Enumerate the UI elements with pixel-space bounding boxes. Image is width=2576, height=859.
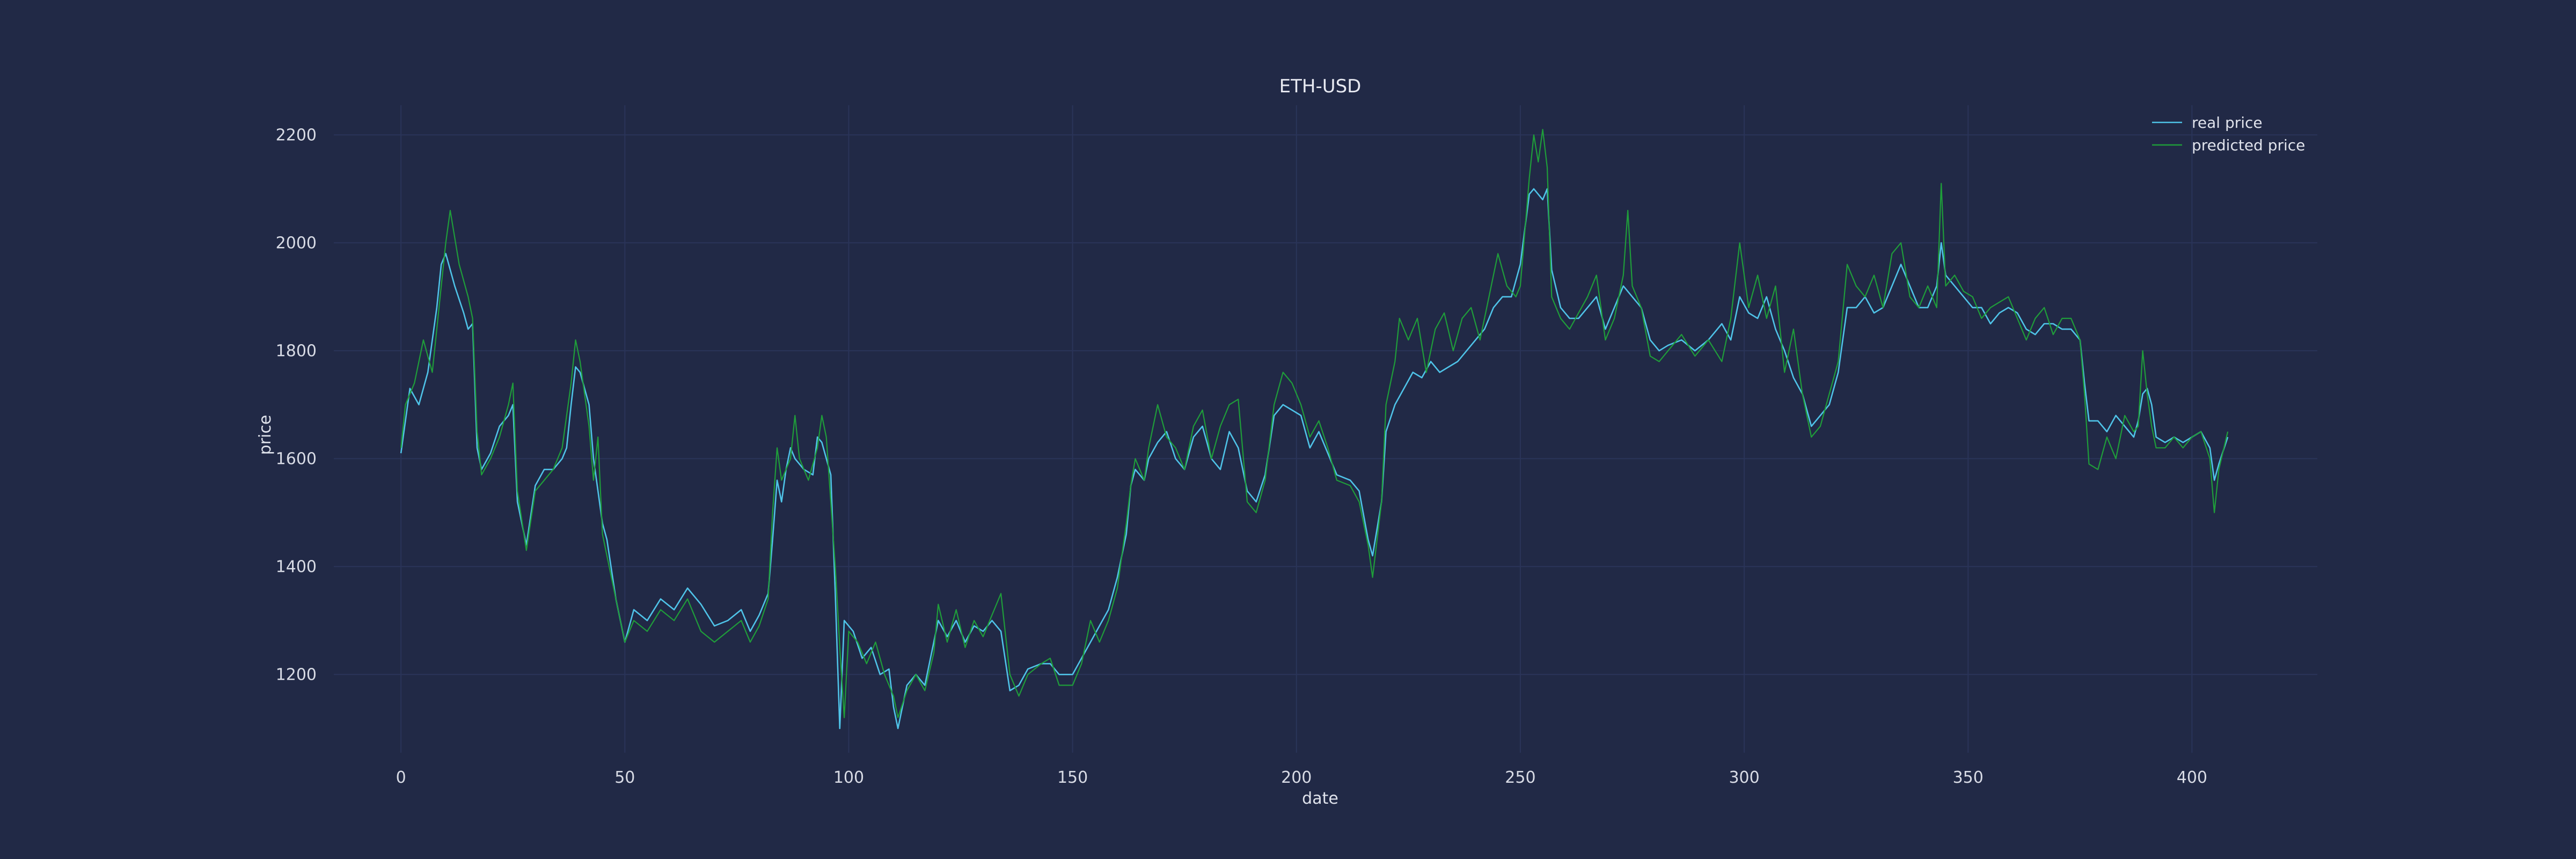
y-tick-label: 1400 bbox=[276, 557, 317, 576]
grid bbox=[334, 105, 2317, 753]
series-line-real-price bbox=[400, 188, 2229, 730]
x-tick-label: 200 bbox=[1281, 768, 1312, 787]
x-axis-label: date bbox=[1302, 789, 1338, 808]
x-tick-label: 50 bbox=[614, 768, 635, 787]
y-tick-label: 1800 bbox=[276, 341, 317, 360]
legend: real price predicted price bbox=[2152, 114, 2305, 154]
x-tick-label: 400 bbox=[2177, 768, 2207, 787]
plot-area bbox=[400, 129, 2229, 730]
series-line-predicted-price bbox=[400, 129, 2229, 718]
y-tick-label: 2000 bbox=[276, 234, 317, 252]
legend-label-real-price: real price bbox=[2192, 114, 2263, 132]
y-axis-label: price bbox=[256, 415, 275, 455]
x-tick-label: 0 bbox=[396, 768, 406, 787]
x-tick-label: 250 bbox=[1505, 768, 1535, 787]
x-tick-label: 350 bbox=[1953, 768, 1984, 787]
chart-title: ETH-USD bbox=[1279, 76, 1362, 97]
y-tick-label: 1200 bbox=[276, 665, 317, 684]
x-tick-label: 150 bbox=[1057, 768, 1088, 787]
legend-label-predicted-price: predicted price bbox=[2192, 136, 2305, 154]
x-tick-label: 100 bbox=[833, 768, 864, 787]
tick-labels: 0 50 100 150 200 250 300 350 400 1200 1400 1600 1800… bbox=[276, 126, 2207, 787]
x-tick-label: 300 bbox=[1729, 768, 1759, 787]
y-tick-label: 1600 bbox=[276, 449, 317, 468]
y-tick-label: 2200 bbox=[276, 126, 317, 144]
